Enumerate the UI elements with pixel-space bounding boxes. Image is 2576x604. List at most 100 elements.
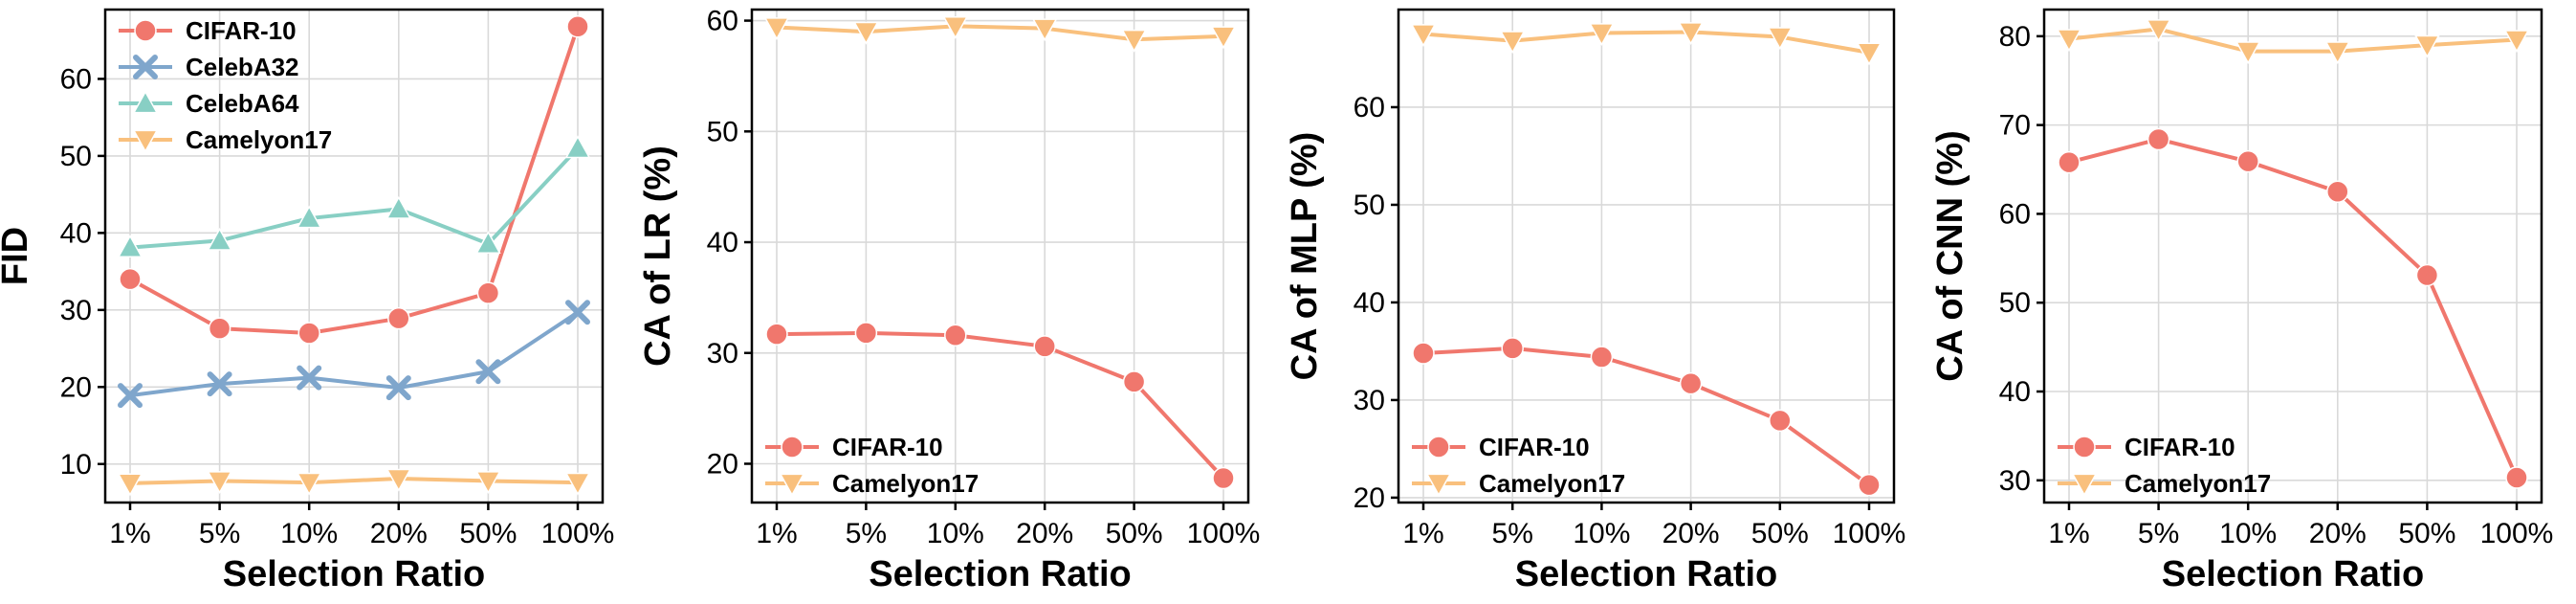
series-cifar-10 [1412,337,1881,497]
x-tick-label: 5% [1492,518,1533,549]
y-tick-label: 40 [60,217,92,249]
data-point [2326,180,2349,203]
x-axis-title: Selection Ratio [2162,554,2425,594]
series-celeba64 [117,135,591,257]
y-tick-label: 50 [1999,287,2031,319]
x-tick-label: 5% [846,518,887,549]
legend-label: Camelyon17 [2125,469,2271,498]
data-point [854,322,878,345]
grid [752,10,1248,503]
data-point [1499,31,1526,55]
data-point [2505,466,2528,489]
data-point [565,300,590,325]
x-tick-label: 10% [2219,518,2277,549]
data-point [1212,466,1235,490]
legend-marker [2073,436,2096,459]
data-point [476,281,500,304]
x-axis-title: Selection Ratio [869,554,1132,594]
legend-label: CelebA64 [186,89,299,118]
legend-item-camelyon17: Camelyon17 [119,125,332,154]
data-point [118,383,143,409]
x-tick-label: 20% [1016,518,1073,549]
x-tick-label: 100% [1187,518,1261,549]
data-point [1210,26,1237,50]
data-point [1679,371,1703,395]
data-point [475,231,501,254]
legend: CIFAR-10 CelebA32 CelebA64 Camelyon17 [119,16,332,154]
data-point [475,471,501,495]
legend-item-cifar-10: CIFAR-10 [765,433,943,461]
series-cifar-10 [765,322,1235,490]
y-axis-title: CA of CNN (%) [1930,130,1971,381]
legend-label: Camelyon17 [186,125,332,154]
data-point [1590,346,1614,369]
x-tick-label: 10% [927,518,984,549]
data-point [566,14,589,38]
legend-label: CIFAR-10 [186,16,297,45]
data-point [1769,409,1792,433]
y-axis-title: CA of MLP (%) [1285,132,1325,381]
data-point [1501,337,1524,360]
legend-label: CIFAR-10 [2125,433,2235,461]
series-line [129,26,580,335]
panel-ca-mlp: 1% 5% 10% 20% 50% 100% 20 30 40 50 60 Selection Rat… [1285,8,1906,594]
data-point [2147,127,2170,151]
data-point [765,323,788,346]
series-line [776,24,1224,42]
legend-item-camelyon17: Camelyon17 [1412,469,1625,498]
data-point [117,235,143,257]
legend-marker [2071,473,2098,497]
grid [2044,10,2542,503]
series-camelyon17 [1410,22,1882,66]
legend-item-celeba64: CelebA64 [119,89,299,118]
data-point [2503,30,2530,54]
series-cifar-10 [2058,127,2528,489]
legend-marker [134,19,157,42]
y-tick-label: 50 [60,141,92,172]
data-point [297,365,322,391]
grid [1398,10,1894,503]
x-tick-label: 5% [199,518,240,549]
y-tick-label: 40 [1999,376,2031,408]
data-point [1858,473,1881,497]
legend-item-cifar-10: CIFAR-10 [1412,433,1590,461]
series-camelyon17 [2056,19,2530,65]
data-point [1767,27,1794,51]
data-point [2146,19,2171,42]
x-axis-title: Selection Ratio [223,554,486,594]
data-point [853,21,879,45]
x-axis-title: Selection Ratio [1515,554,1778,594]
y-tick-label: 10 [60,449,92,481]
series-line [2068,137,2519,479]
legend: CIFAR-10 Camelyon17 [765,433,979,498]
legend-label: CelebA32 [186,53,299,81]
series-celeba32 [118,300,590,409]
y-tick-label: 40 [1354,287,1385,319]
series-cifar-10 [119,14,589,345]
x-tick-label: 50% [1106,518,1163,549]
y-tick-label: 30 [1999,465,2031,497]
data-point [1856,42,1882,66]
y-tick-label: 70 [1999,110,2031,142]
series-line [1422,30,1870,55]
data-point [385,195,412,219]
legend-marker [1425,473,1452,497]
x-tick-label: 1% [1402,518,1443,549]
plot-frame [2042,8,2543,504]
x-tick-label: 5% [2138,518,2179,549]
data-point [2415,263,2439,287]
x-tick-label: 50% [2398,518,2455,549]
data-point [207,227,232,251]
x-tick-label: 10% [1573,518,1630,549]
x-tick-label: 100% [541,518,615,549]
legend-marker [1427,436,1450,459]
plot-frame [1397,8,1896,504]
x-tick-label: 100% [1833,518,1906,549]
data-point [1589,23,1615,47]
y-tick-label: 80 [1999,21,2031,53]
data-point [208,317,231,340]
legend-item-cifar-10: CIFAR-10 [119,16,297,45]
legend-label: CIFAR-10 [832,433,943,461]
y-tick-label: 60 [707,6,738,37]
legend-label: Camelyon17 [1479,469,1625,498]
